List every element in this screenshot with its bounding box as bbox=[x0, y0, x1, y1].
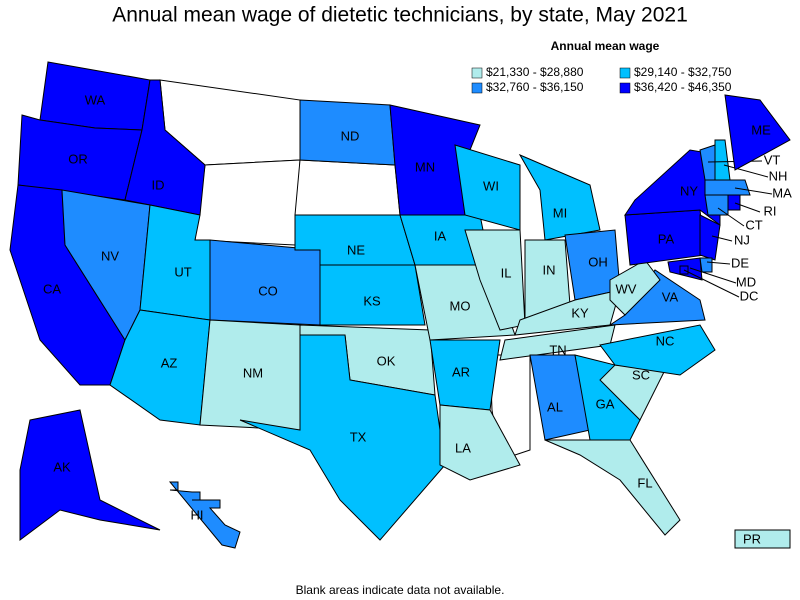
leader-line bbox=[689, 267, 737, 284]
state-shape bbox=[704, 179, 751, 196]
state-label: OH bbox=[588, 254, 608, 269]
state-label: IA bbox=[434, 228, 447, 243]
leader-line bbox=[734, 202, 761, 213]
state-label: LA bbox=[455, 440, 471, 455]
state-label: AZ bbox=[161, 355, 178, 370]
state-label: WI bbox=[483, 178, 499, 193]
state-label: WV bbox=[616, 281, 637, 296]
state-shape bbox=[574, 354, 641, 441]
legend-label: $32,760 - $36,150 bbox=[486, 80, 584, 94]
leader-line bbox=[706, 261, 731, 265]
state-label: IL bbox=[501, 265, 512, 280]
state-label: PA bbox=[658, 231, 675, 246]
state-label: NM bbox=[243, 365, 263, 380]
state-shape bbox=[239, 334, 446, 541]
state-shape bbox=[714, 139, 731, 181]
state-shape bbox=[19, 409, 161, 541]
leader-line bbox=[717, 207, 745, 227]
leader-line bbox=[723, 164, 769, 178]
state-label: RI bbox=[764, 203, 777, 218]
state-label: ID bbox=[152, 177, 165, 192]
leader-line bbox=[711, 235, 733, 242]
state-shape bbox=[124, 79, 206, 216]
state-label: MI bbox=[553, 205, 567, 220]
state-label: TN bbox=[549, 342, 566, 357]
state-label: NY bbox=[680, 183, 698, 198]
state-label: PR bbox=[743, 531, 761, 546]
state-blank bbox=[194, 159, 301, 246]
state-label: MD bbox=[736, 274, 756, 289]
footnote: Blank areas indicate data not available. bbox=[296, 583, 505, 597]
state-label: AK bbox=[53, 459, 71, 474]
state-label: HI bbox=[191, 507, 204, 522]
state-label: MA bbox=[772, 185, 792, 200]
state-shape bbox=[168, 481, 241, 549]
state-label: CO bbox=[258, 283, 278, 298]
state-shape bbox=[599, 324, 716, 376]
state-label: VT bbox=[764, 152, 781, 167]
state-blank bbox=[294, 159, 401, 216]
leader-line bbox=[683, 269, 740, 298]
state-label: IN bbox=[543, 262, 556, 277]
state-shape bbox=[439, 404, 521, 481]
state-shape bbox=[699, 214, 721, 261]
state-label: TX bbox=[350, 429, 367, 444]
state-label: GA bbox=[596, 396, 615, 411]
state-label: SC bbox=[632, 367, 650, 382]
state-label: OR bbox=[68, 151, 88, 166]
state-label: ME bbox=[751, 122, 771, 137]
map-title: Annual mean wage of dietetic technicians… bbox=[112, 4, 688, 27]
state-shape bbox=[608, 269, 706, 326]
state-label: VA bbox=[662, 289, 679, 304]
legend-label: $29,140 - $32,750 bbox=[634, 65, 732, 79]
state-label: KY bbox=[571, 305, 589, 320]
state-label: MN bbox=[415, 159, 435, 174]
state-shape bbox=[699, 144, 716, 181]
state-label: NJ bbox=[734, 232, 750, 247]
state-label: NH bbox=[769, 168, 788, 183]
state-label: NV bbox=[101, 248, 119, 263]
state-label: AR bbox=[452, 364, 470, 379]
legend-swatch bbox=[471, 82, 483, 94]
legend-swatch bbox=[619, 82, 631, 94]
state-shape bbox=[319, 264, 426, 326]
state-shape bbox=[544, 439, 681, 536]
state-label: OK bbox=[377, 353, 396, 368]
state-shape bbox=[734, 529, 791, 549]
state-label: NC bbox=[656, 333, 675, 348]
state-shape bbox=[514, 289, 621, 336]
state-label: AL bbox=[547, 399, 563, 414]
state-label: DE bbox=[731, 255, 749, 270]
state-label: MO bbox=[450, 298, 471, 313]
state-label: DC bbox=[740, 288, 759, 303]
state-label: ND bbox=[341, 128, 360, 143]
state-label: CA bbox=[43, 281, 61, 296]
state-label: UT bbox=[174, 264, 191, 279]
state-shape bbox=[464, 229, 526, 331]
state-label: FL bbox=[637, 475, 652, 490]
leader-line bbox=[734, 187, 773, 195]
legend-swatch bbox=[619, 67, 631, 79]
state-label: KS bbox=[363, 293, 381, 308]
state-label: CT bbox=[745, 217, 762, 232]
state-shape bbox=[727, 194, 741, 211]
state-shape bbox=[699, 257, 713, 273]
state-label: NE bbox=[347, 242, 365, 257]
state-label: WA bbox=[85, 92, 106, 107]
state-shape bbox=[724, 94, 791, 171]
legend-label: $21,330 - $28,880 bbox=[486, 65, 584, 79]
legend-swatch bbox=[471, 67, 483, 79]
legend-label: $36,420 - $46,350 bbox=[634, 80, 732, 94]
state-shape bbox=[518, 153, 601, 241]
legend-title: Annual mean wage bbox=[551, 39, 660, 53]
